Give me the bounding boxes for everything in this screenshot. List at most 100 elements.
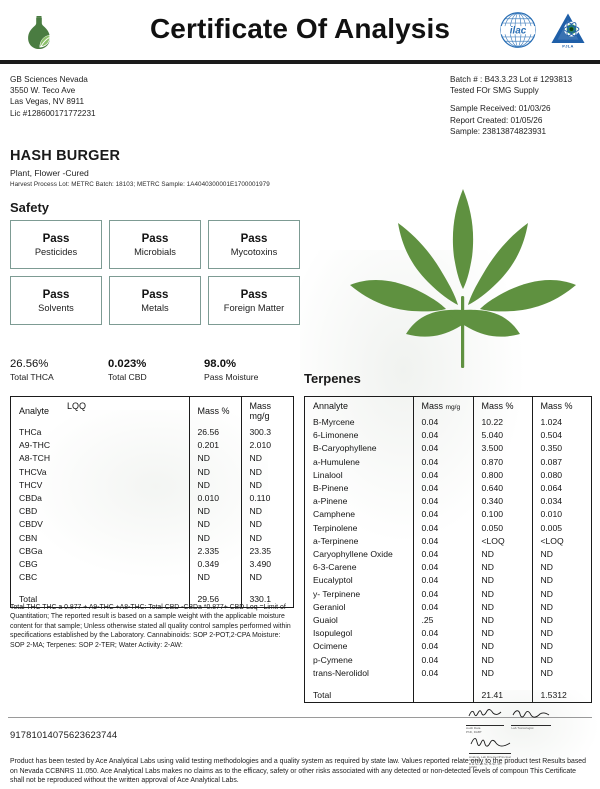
cell-lqq xyxy=(127,492,189,505)
cell-analyte: CBG xyxy=(19,559,38,570)
cell-analyte: a-Pinene xyxy=(313,496,348,507)
cell-mass-mgg: ND xyxy=(240,465,293,479)
row-spacer xyxy=(305,680,591,690)
cell-mass-pct: ND xyxy=(188,518,241,532)
cell-mass-mgg: 330.1 xyxy=(240,593,293,607)
table-row: B-Caryophyllene 0.04 3.500 0.350 xyxy=(305,442,591,456)
ilac-icon: ilac xyxy=(498,11,538,54)
cell-lqq xyxy=(127,545,189,558)
col-lqq-spacer xyxy=(127,397,189,426)
table-row: a-Pinene 0.04 0.340 0.034 xyxy=(305,495,591,509)
table-row: B-Myrcene 0.04 10.22 1.024 xyxy=(305,416,591,430)
cell-mass-pct2: ND xyxy=(531,587,591,601)
signature-1: Audit Data PhD, DABT xyxy=(466,706,504,734)
table-row: Linalool 0.04 0.800 0.080 xyxy=(305,468,591,483)
table-row: p-Cymene 0.04 ND ND xyxy=(305,653,591,667)
cell-analyte: Total xyxy=(19,594,38,605)
signature-2: Lab Toxicologist xyxy=(511,706,552,731)
cell-mass-pct: ND xyxy=(188,505,241,519)
cell-mass-mgg: 0.04 xyxy=(412,574,473,588)
cell-mass-pct2: 0.064 xyxy=(531,482,591,496)
cell-analyte: Geraniol xyxy=(313,601,346,612)
cell-analyte: 6-3-Carene xyxy=(313,562,357,573)
cell-mass-pct1: ND xyxy=(472,548,532,562)
table-row: B-Pinene 0.04 0.640 0.064 xyxy=(305,482,591,496)
cell-mass-mgg: ND xyxy=(240,518,293,532)
safety-box-microbials: Pass Microbials xyxy=(109,220,201,269)
cell-mass-pct2: 1.024 xyxy=(531,416,591,430)
safety-box-metals: Pass Metals xyxy=(109,276,201,325)
cell-mass-pct: 0.201 xyxy=(188,439,241,453)
table-row: 6-Limonene 0.04 5.040 0.504 xyxy=(305,429,591,443)
cell-mass-pct1: ND xyxy=(472,640,532,654)
safety-box-mycotoxins: Pass Mycotoxins xyxy=(208,220,300,269)
table-row: Terpinolene 0.04 0.050 0.005 xyxy=(305,521,591,535)
report-created: Report Created: 01/05/26 xyxy=(450,115,543,125)
lab-street: 3550 W. Teco Ave xyxy=(10,86,76,96)
cell-mass-pct1: 0.870 xyxy=(472,455,532,469)
cell-mass-pct1: 5.040 xyxy=(472,429,532,443)
terpene-table: Annalyte Mass mg/g Mass % Mass % B-Myrce… xyxy=(304,396,592,704)
table-total-row: Total 21.411.5312 xyxy=(305,689,591,703)
cell-analyte: Ocimene xyxy=(313,641,348,652)
summary-total-thca: 26.56% Total THCA xyxy=(10,358,54,382)
cell-mass-pct2: 1.5312 xyxy=(531,689,591,703)
sample-received: Sample Received: 01/03/26 xyxy=(450,104,551,114)
cell-mass-pct2: ND xyxy=(531,666,591,681)
table-row: CBG 0.349 3.490 xyxy=(11,558,293,572)
cell-analyte: THCa xyxy=(19,427,42,437)
lab-address: GB Sciences Nevada 3550 W. Teco Ave Las … xyxy=(10,74,96,119)
cannabinoid-col-lqq: LQQ xyxy=(67,401,87,411)
cell-mass-mgg xyxy=(412,689,473,703)
cell-mass-mgg: 0.04 xyxy=(412,416,473,430)
safety-grid: Pass Pesticides Pass Microbials Pass Myc… xyxy=(10,220,300,325)
cell-mass-pct2: ND xyxy=(531,561,591,575)
cell-mass-pct2: ND xyxy=(531,614,591,628)
cell-lqq xyxy=(127,439,189,452)
cell-mass-mgg: 0.04 xyxy=(412,600,473,615)
cell-lqq xyxy=(127,571,189,584)
cell-analyte: A8-TCH xyxy=(19,453,51,464)
table-row: Ocimene 0.04 ND ND xyxy=(305,640,591,654)
safety-heading: Safety xyxy=(10,200,50,215)
table-row: THCVa ND ND xyxy=(11,465,293,479)
table-row: CBDa 0.010 0.110 xyxy=(11,492,293,506)
cell-analyte: CBDV xyxy=(19,519,43,530)
summary-value: 0.023% xyxy=(108,358,147,370)
cell-mass-pct: ND xyxy=(188,571,241,585)
table-row: Caryophyllene Oxide 0.04 ND ND xyxy=(305,548,591,562)
cell-mass-pct: 29.56 xyxy=(188,593,241,607)
svg-text:PJLA: PJLA xyxy=(562,44,574,49)
signature-caption: Lab Toxicologist xyxy=(511,726,534,731)
cell-mass-pct: 26.56 xyxy=(188,426,241,440)
table-row: Camphene 0.04 0.100 0.010 xyxy=(305,508,591,522)
safety-label: Pesticides xyxy=(34,246,78,257)
safety-label: Metals xyxy=(141,302,169,313)
col-mass-pct: Mass % xyxy=(188,397,241,426)
table-header-row: Analyte Mass % Mass mg/g xyxy=(11,397,293,426)
cell-mass-mgg: 3.490 xyxy=(240,558,293,572)
cell-mass-mgg: 300.3 xyxy=(240,426,293,440)
cell-analyte: A9-THC xyxy=(19,440,51,451)
cell-analyte: Guaiol xyxy=(313,615,338,626)
cell-mass-pct1: 0.050 xyxy=(472,521,532,535)
signature-3: Analyst Lab Director/Principal Scientist… xyxy=(469,734,511,770)
cell-mass-mgg: 0.04 xyxy=(412,442,473,456)
batch-info: Batch # : B43.3.23 Lot # 1293813 Tested … xyxy=(450,74,572,137)
cell-mass-mgg: 0.04 xyxy=(412,561,473,575)
cell-mass-mgg: 0.04 xyxy=(412,508,473,522)
cell-mass-mgg: 0.110 xyxy=(240,492,293,506)
cell-mass-pct: 0.349 xyxy=(188,558,241,572)
col-mass-pct-1: Mass % xyxy=(472,397,532,416)
product-type: Plant, Flower -Cured xyxy=(10,168,89,178)
summary-pass-moisture: 98.0% Pass Moisture xyxy=(204,358,258,382)
cell-mass-pct1: ND xyxy=(472,574,532,588)
cell-analyte: CBD xyxy=(19,506,38,517)
col-mass-mgg: Mass mg/g xyxy=(412,397,473,416)
cell-lqq xyxy=(127,426,189,439)
cell-mass-pct2: <LOQ xyxy=(531,534,591,549)
table-header-row: Annalyte Mass mg/g Mass % Mass % xyxy=(305,397,591,416)
cell-mass-mgg: 0.04 xyxy=(412,666,473,681)
svg-text:ilac: ilac xyxy=(510,25,527,36)
cell-mass-mgg: ND xyxy=(240,478,293,493)
